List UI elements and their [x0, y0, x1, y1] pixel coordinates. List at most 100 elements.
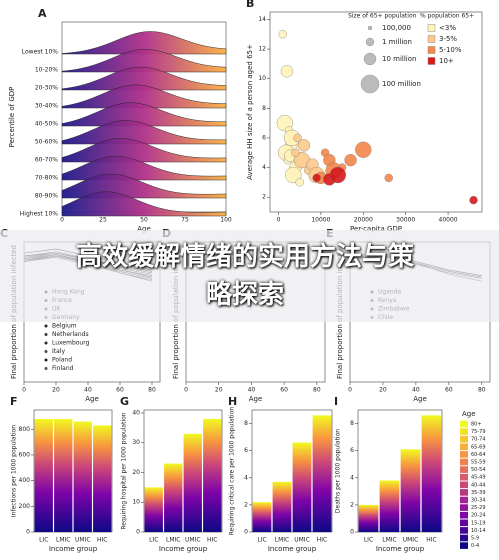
legend-label: 80+ — [471, 422, 482, 428]
legend-title: Age — [462, 410, 476, 418]
x-tick-label: LMIC — [56, 537, 70, 544]
legend-key — [44, 341, 48, 345]
point — [384, 173, 393, 183]
y-tick-label: 6 — [262, 134, 266, 141]
ridge — [61, 191, 227, 217]
x-tick-label: UMIC — [185, 537, 201, 544]
point — [278, 30, 287, 39]
legend-key — [460, 420, 468, 428]
legend-key — [460, 542, 468, 549]
legend-key — [460, 458, 468, 466]
legend-key — [44, 358, 48, 362]
legend-label: Finland — [52, 365, 74, 372]
y-tick-label: 12 — [258, 46, 266, 53]
legend-label: 65-69 — [471, 444, 486, 450]
banner-background — [0, 230, 499, 322]
point — [312, 173, 321, 183]
x-tick-label: UMIC — [403, 537, 419, 544]
ridge — [61, 84, 227, 109]
point — [293, 133, 302, 143]
legend-key — [460, 473, 468, 481]
point — [469, 195, 478, 205]
x-tick-label: 40 — [248, 387, 256, 394]
y-axis-label: Deaths per 1000 population — [335, 429, 342, 513]
plot-frame — [143, 409, 223, 533]
y-tick-label: 20 — [132, 469, 140, 476]
legend-label: 60-64 — [471, 452, 486, 458]
x-tick-label: 80 — [313, 387, 321, 394]
x-tick-label: 60 — [280, 387, 288, 394]
x-axis-label: Age — [249, 395, 263, 403]
y-tick-label: 8 — [350, 420, 354, 427]
y-tick-label: 10 — [258, 75, 266, 82]
legend-key — [460, 519, 468, 527]
y-tick-label: 8 — [244, 420, 248, 427]
legend-label: 75-79 — [471, 429, 486, 435]
x-tick-label: LIC — [257, 537, 266, 544]
point — [297, 139, 311, 152]
ridge — [61, 31, 227, 55]
x-tick-label: 20 — [52, 387, 60, 394]
point — [280, 65, 294, 78]
x-axis-label: Age — [137, 225, 151, 233]
plot-frame — [251, 409, 333, 533]
x-tick-label: 100 — [220, 217, 232, 224]
legend-key — [460, 504, 468, 511]
bar — [203, 418, 222, 532]
color-legend-label: 5-10% — [439, 46, 462, 54]
bar — [73, 421, 92, 532]
x-tick-label: 40 — [84, 387, 92, 394]
x-tick-label: 40000 — [439, 217, 458, 224]
legend-label: 40-44 — [471, 482, 486, 488]
legend-label: 15-19 — [471, 520, 486, 526]
y-category-label: 40-50% — [35, 121, 58, 128]
x-tick-label: 60 — [116, 387, 124, 394]
bar — [54, 418, 73, 532]
y-tick-label: 4 — [244, 474, 248, 481]
x-tick-label: 20000 — [354, 217, 373, 224]
x-tick-label: LIC — [364, 537, 373, 544]
y-category-label: Highest 10% — [20, 211, 59, 218]
legend-label: 25-29 — [471, 505, 486, 511]
y-tick-label: 30 — [132, 439, 140, 446]
y-category-label: 80-90% — [35, 193, 58, 200]
x-tick-label: LMIC — [382, 537, 396, 544]
y-tick-label: 0 — [136, 529, 140, 536]
y-category-label: 50-60% — [35, 139, 58, 146]
x-tick-label: 0 — [277, 217, 281, 224]
legend-key — [44, 324, 48, 328]
y-tick-label: 2 — [262, 194, 266, 201]
x-tick-label: 30000 — [396, 217, 415, 224]
panel-label: G — [120, 395, 129, 408]
x-tick-label: 80 — [478, 387, 486, 394]
panel-label: H — [228, 395, 237, 408]
y-axis-label: Percentile of GDP — [8, 87, 16, 148]
bar — [34, 418, 53, 532]
size-legend-key — [360, 74, 380, 94]
ridge — [61, 49, 227, 73]
bar — [358, 504, 379, 532]
x-tick-label: 50 — [140, 217, 148, 224]
legend-label: 20-24 — [471, 513, 486, 519]
y-tick-label: 14 — [258, 16, 266, 23]
x-tick-label: UMIC — [75, 537, 91, 544]
y-tick-label: 2 — [350, 501, 354, 508]
y-tick-label: 0 — [244, 529, 248, 536]
point — [291, 148, 300, 157]
x-tick-label: 20 — [379, 387, 387, 394]
x-tick-label: HIC — [97, 537, 107, 544]
size-legend-label: 10 million — [382, 55, 416, 63]
y-category-label: Lowest 10% — [22, 49, 59, 56]
y-tick-label: 600 — [19, 451, 31, 458]
legend-key — [44, 367, 48, 370]
legend-key — [460, 534, 468, 542]
y-tick-label: 6 — [350, 447, 354, 454]
x-tick-label: 80 — [148, 387, 156, 394]
panel-label: F — [10, 395, 18, 408]
color-legend-key — [427, 35, 436, 43]
legend-key — [44, 333, 48, 336]
color-legend-key — [427, 57, 436, 65]
x-axis-label: Per-capita GDP — [350, 225, 402, 233]
y-tick-label: 4 — [262, 164, 266, 171]
color-legend-label: 3-5% — [439, 35, 457, 43]
